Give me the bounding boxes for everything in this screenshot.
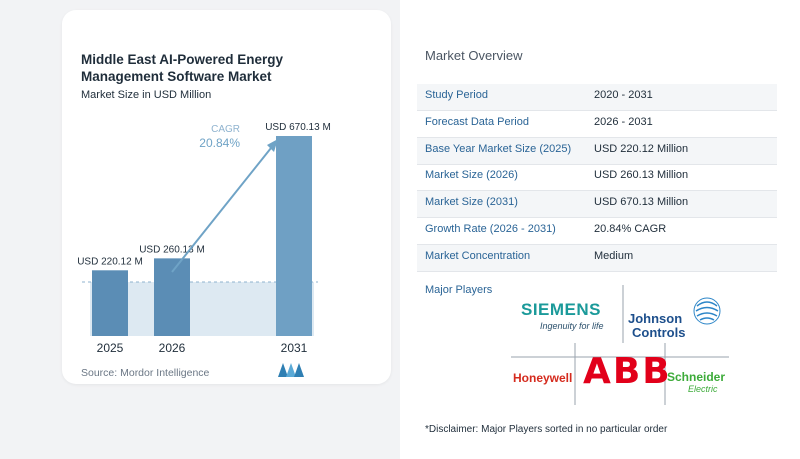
schneider-logo-line1: Schneider <box>667 370 726 384</box>
overview-row-value: Medium <box>594 249 634 262</box>
honeywell-logo: Honeywell <box>513 371 573 385</box>
disclaimer: *Disclaimer: Major Players sorted in no … <box>425 424 668 435</box>
overview-row-label: Base Year Market Size (2025) <box>425 142 572 155</box>
overview-row-value: 20.84% CAGR <box>594 223 667 235</box>
overview-row: Market Size (2031) USD 670.13 Million <box>417 191 777 219</box>
overview-row-label: Market Concentration <box>425 249 531 262</box>
x-tick-label: 2031 <box>281 341 308 355</box>
source-note: Source: Mordor Intelligence <box>81 367 210 379</box>
siemens-tagline: Ingenuity for life <box>540 321 604 331</box>
data-label-2025: USD 220.12 M <box>77 256 143 267</box>
overview-row: Study Period 2020 - 2031 <box>417 84 777 111</box>
overview-row-value: USD 220.12 Million <box>594 142 689 155</box>
overview-row-value: USD 260.13 Million <box>594 169 689 182</box>
overview-row: Market Size (2026) USD 260.13 Million <box>417 164 777 192</box>
bar-2025 <box>92 270 128 336</box>
schneider-logo-line2: Electric <box>688 384 718 394</box>
x-tick-label: 2025 <box>97 341 124 355</box>
players-title: Major Players <box>425 284 493 296</box>
overview-row: Base Year Market Size (2025) USD 220.12 M… <box>417 137 777 165</box>
overview-row-label: Growth Rate (2026 - 2031) <box>425 223 556 235</box>
overview-panel <box>400 0 800 459</box>
johnson-controls-logo-line2: Controls <box>632 325 686 340</box>
johnson-controls-globe-icon <box>693 297 721 325</box>
x-tick-label: 2026 <box>159 341 186 355</box>
bar-2031 <box>276 136 312 336</box>
overview-row-value: 2026 - 2031 <box>594 115 653 128</box>
mordor-logo-icon <box>278 363 304 377</box>
overview-row: Forecast Data Period 2026 - 2031 <box>417 111 777 138</box>
players-grid <box>511 285 729 405</box>
chart-title: Middle East AI-Powered Energy Management… <box>81 52 284 84</box>
data-label-2031: USD 670.13 M <box>265 122 331 133</box>
bar-2026 <box>154 258 190 336</box>
johnson-controls-logo-line1: Johnson <box>628 311 683 326</box>
overview-row-label: Study Period <box>425 89 488 101</box>
overview-title: Market Overview <box>425 48 523 63</box>
bar-chart: USD 220.12 M 2025 USD 260.13 M 2026 USD 670.… <box>77 122 331 355</box>
overview-row-value: USD 670.13 Million <box>594 196 689 209</box>
overview-row-value: 2020 - 2031 <box>594 89 653 101</box>
abb-logo: ABB <box>583 351 672 392</box>
cagr-arrowhead <box>267 139 278 152</box>
overview-row-label: Market Size (2031) <box>425 196 518 209</box>
overview-row-label: Forecast Data Period <box>425 115 529 128</box>
overview-row: Market Concentration Medium <box>417 244 777 272</box>
cagr-label: CAGR <box>211 124 240 135</box>
overview-row: Growth Rate (2026 - 2031) 20.84% CAGR <box>417 218 777 245</box>
data-label-2026: USD 260.13 M <box>139 244 205 255</box>
cagr-arrow <box>171 142 276 273</box>
siemens-logo: SIEMENS <box>521 300 602 319</box>
overview-row-label: Market Size (2026) <box>425 169 518 182</box>
cagr-value: 20.84% <box>199 136 240 150</box>
chart-subtitle: Market Size in USD Million <box>81 89 212 101</box>
